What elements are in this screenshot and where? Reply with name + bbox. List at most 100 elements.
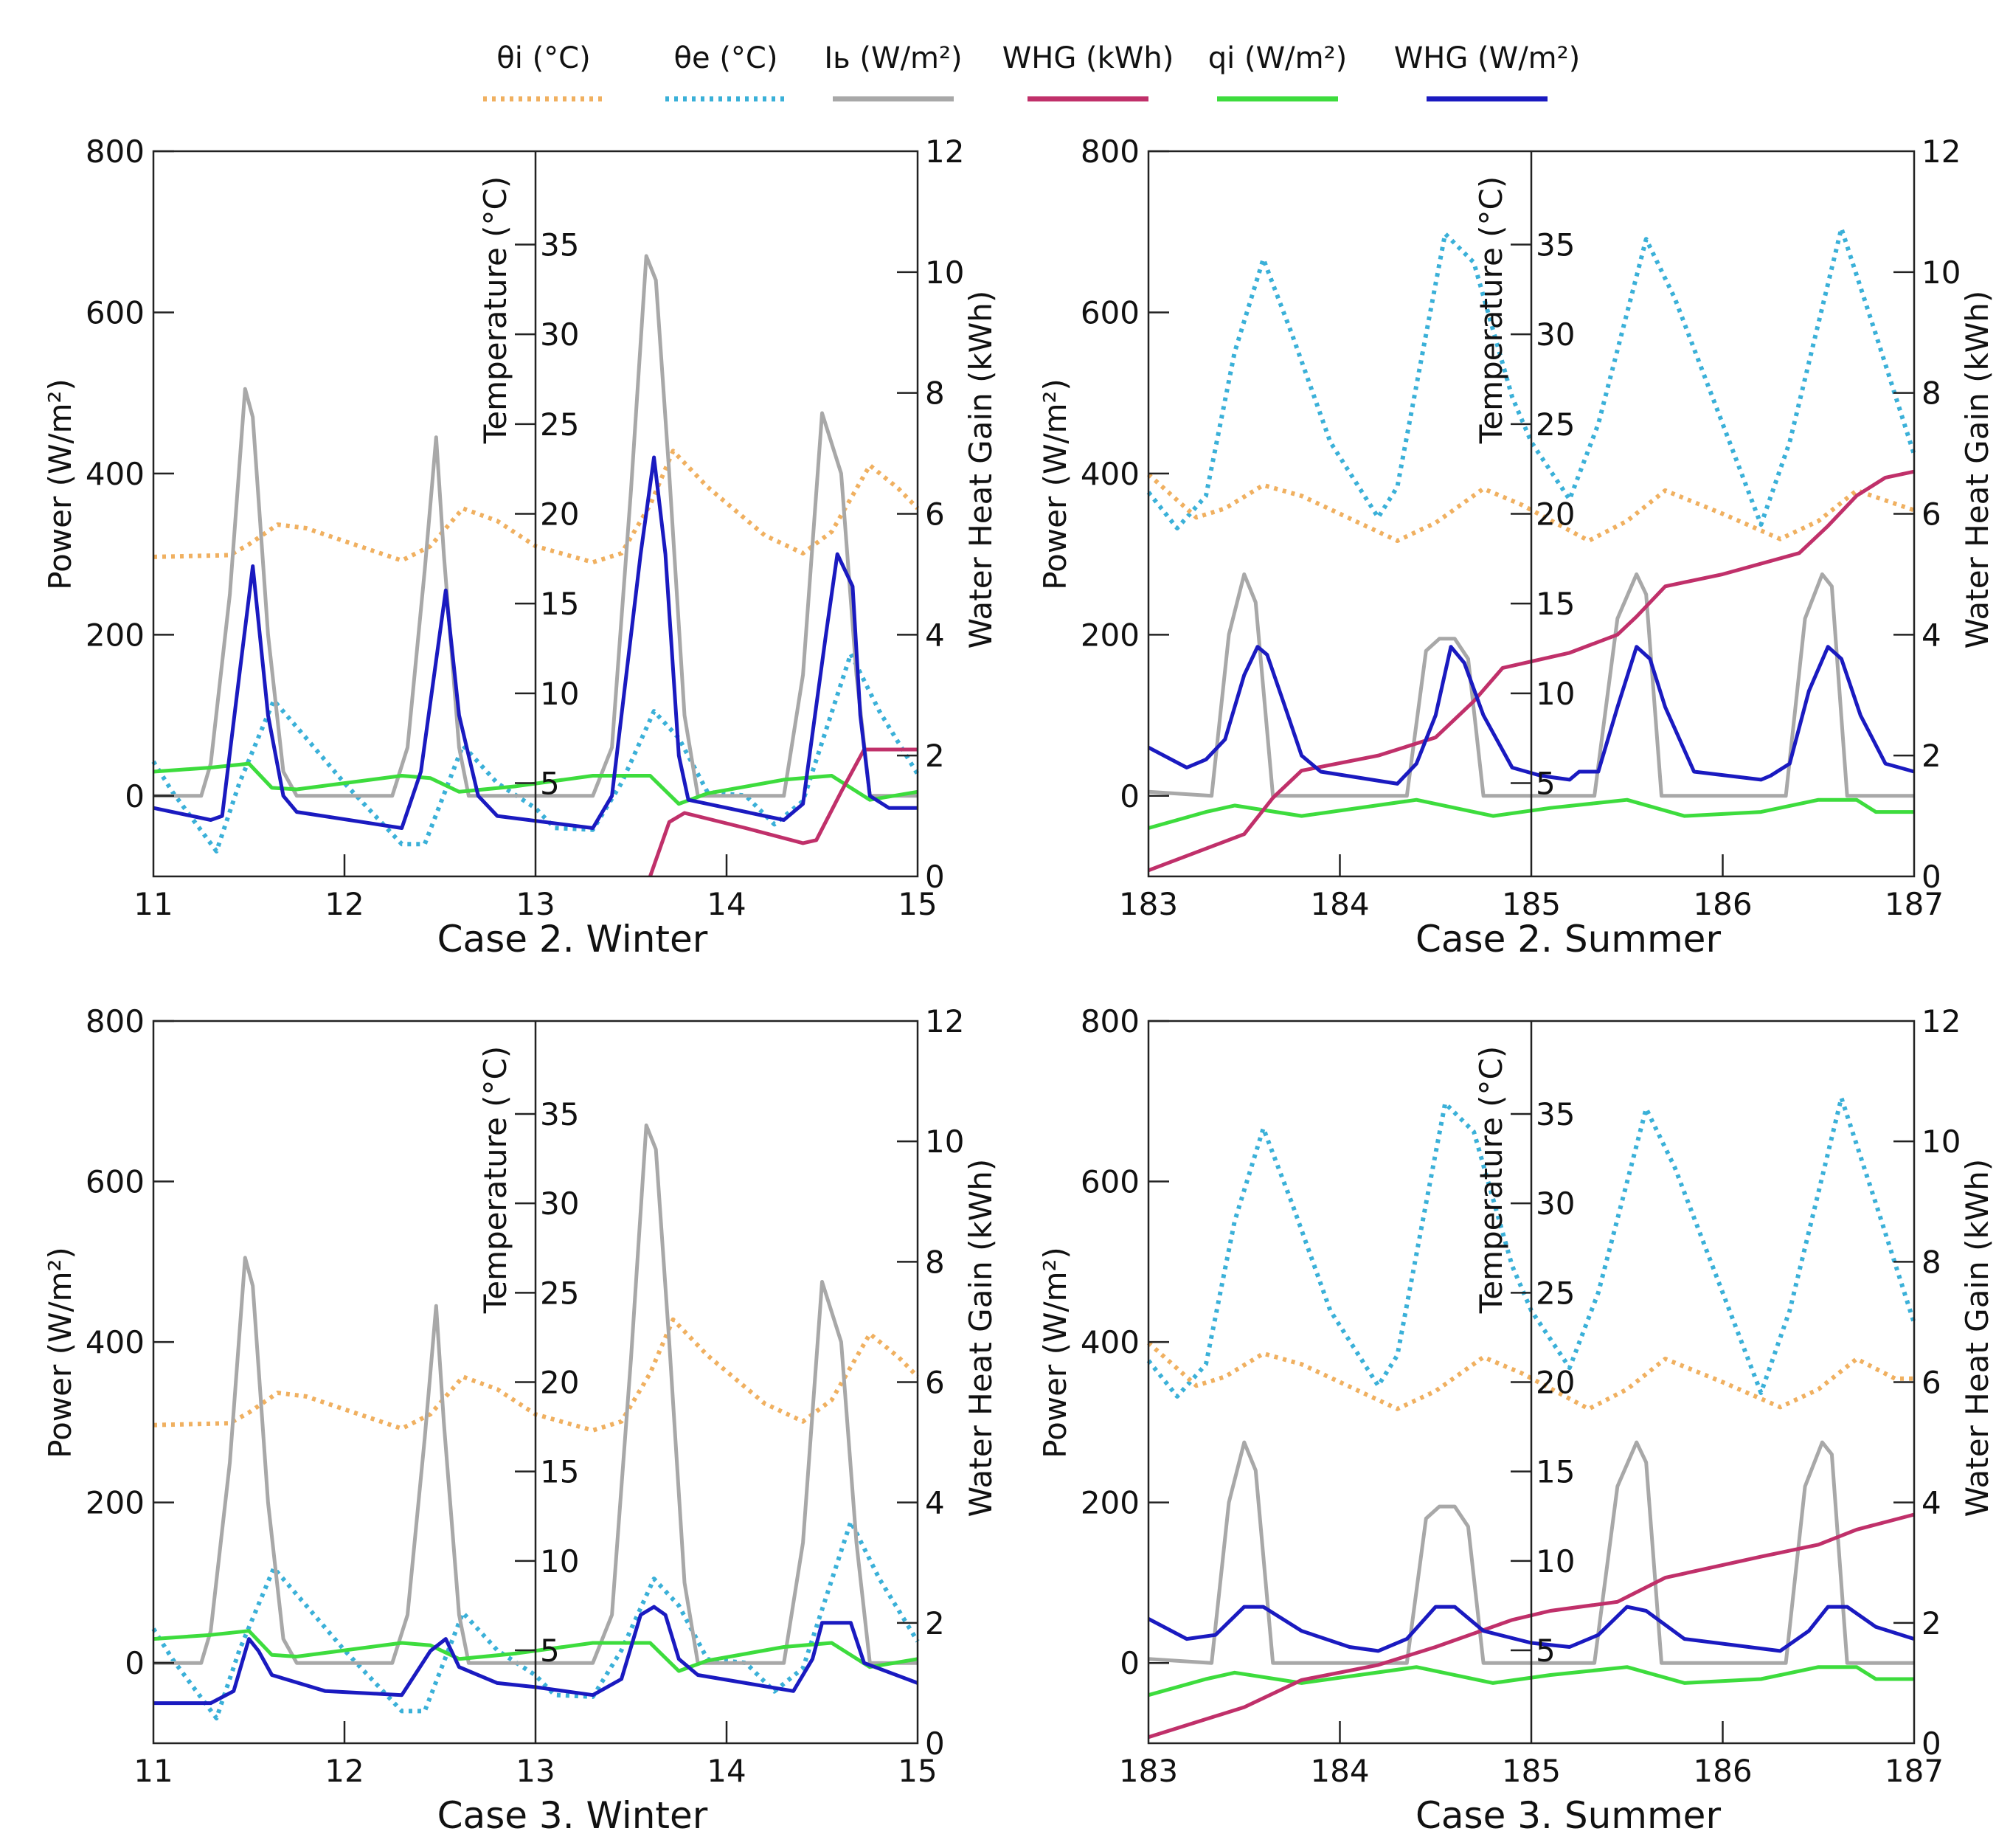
temperature-tick-label: 10 <box>540 1543 579 1579</box>
power-tick-label: 200 <box>86 1485 145 1521</box>
temperature-tick-label: 20 <box>540 496 579 533</box>
kwh-tick-label: 10 <box>1922 1124 1961 1160</box>
temperature-tick-label: 25 <box>1536 1275 1575 1311</box>
temperature-tick-label: 20 <box>1536 1365 1575 1401</box>
temperature-tick-label: 15 <box>540 586 579 622</box>
temperature-tick-label: 30 <box>540 1186 579 1222</box>
kwh-axis-label: Water Heat Gain (kWh) <box>1959 1159 1995 1517</box>
kwh-tick-label: 6 <box>1922 1365 1941 1401</box>
power-tick-label: 400 <box>1081 456 1140 492</box>
temperature-tick-label: 15 <box>1536 586 1575 622</box>
power-tick-label: 400 <box>86 1324 145 1360</box>
series-line-whgk <box>1148 1512 1915 1740</box>
temperature-axis-label: Temperature (°C) <box>477 176 513 445</box>
power-tick-label: 200 <box>86 617 145 653</box>
series-line-whgw <box>1147 645 1915 786</box>
temperature-tick-label: 15 <box>540 1454 579 1490</box>
x-tick-label: 187 <box>1885 1753 1944 1789</box>
x-tick-label: 13 <box>516 886 555 922</box>
power-tick-label: 0 <box>1120 1645 1140 1681</box>
series-line-ti <box>153 449 920 565</box>
power-tick-label: 0 <box>125 1645 145 1681</box>
temperature-axis-label: Temperature (°C) <box>1473 1046 1509 1315</box>
power-tick-label: 800 <box>1081 134 1140 170</box>
series-line-te <box>151 1519 920 1721</box>
x-tick-label: 11 <box>134 886 173 922</box>
power-tick-label: 600 <box>1081 1164 1140 1200</box>
temperature-tick-label: 30 <box>540 316 579 353</box>
legend-label: WHG (W/m²) <box>1394 41 1581 75</box>
kwh-tick-label: 4 <box>1922 1485 1941 1521</box>
kwh-tick-label: 2 <box>1922 1605 1941 1641</box>
temperature-tick-label: 5 <box>540 1633 560 1669</box>
panel-title: Case 2. Winter <box>437 918 708 961</box>
temperature-axis-label: Temperature (°C) <box>477 1046 513 1315</box>
kwh-tick-label: 12 <box>925 1003 964 1039</box>
power-tick-label: 400 <box>1081 1324 1140 1360</box>
temperature-tick-label: 25 <box>540 1275 579 1311</box>
series-line-ib <box>153 1123 918 1665</box>
power-tick-label: 200 <box>1081 1485 1140 1521</box>
legend-item-te: θe (°C) <box>665 41 786 102</box>
temperature-tick-label: 35 <box>540 1096 579 1132</box>
kwh-tick-label: 0 <box>925 1726 945 1762</box>
series-line-qi <box>1148 797 1914 830</box>
temperature-tick-label: 35 <box>1536 1096 1575 1132</box>
series-line-ib <box>1148 572 1914 798</box>
temperature-tick-label: 35 <box>540 227 579 263</box>
x-tick-label: 184 <box>1310 1753 1369 1789</box>
series-line-whgk <box>648 747 918 877</box>
kwh-tick-label: 2 <box>925 1605 945 1641</box>
legend-label: Iь (W/m²) <box>824 41 962 75</box>
temperature-tick-label: 30 <box>1536 1186 1575 1222</box>
kwh-tick-label: 4 <box>1922 617 1941 653</box>
x-tick-label: 186 <box>1693 1753 1752 1789</box>
temperature-tick-label: 15 <box>1536 1454 1575 1490</box>
kwh-tick-label: 10 <box>925 1124 964 1160</box>
kwh-tick-label: 0 <box>925 859 945 895</box>
panel-title: Case 3. Summer <box>1415 1794 1721 1837</box>
temperature-tick-label: 10 <box>1536 1543 1575 1579</box>
kwh-tick-label: 8 <box>925 376 945 412</box>
series-line-ib <box>1148 1440 1914 1665</box>
legend: θi (°C) θe (°C) Iь (W/m²) WHG (kWh) qi (W/m²… <box>483 41 1581 102</box>
kwh-axis-label: Water Heat Gain (kWh) <box>963 291 999 649</box>
kwh-tick-label: 4 <box>925 1485 945 1521</box>
temperature-tick-label: 30 <box>1536 316 1575 353</box>
x-tick-label: 183 <box>1119 1753 1178 1789</box>
x-tick-label: 14 <box>707 1753 746 1789</box>
series-line-ti <box>1146 472 1915 543</box>
x-tick-label: 13 <box>516 1753 555 1789</box>
kwh-tick-label: 12 <box>925 134 964 170</box>
x-tick-label: 12 <box>325 886 364 922</box>
kwh-tick-label: 10 <box>925 255 964 291</box>
chart-panel: 0 200 400 600 800 5 10 15 20 25 30 35 0 2 4 6 8 10 12 183 18… <box>1037 1003 1995 1837</box>
x-tick-label: 183 <box>1119 886 1178 922</box>
temperature-tick-label: 20 <box>1536 496 1575 533</box>
power-tick-label: 600 <box>1081 294 1140 331</box>
kwh-tick-label: 2 <box>925 738 945 774</box>
series-line-ti <box>153 1317 920 1433</box>
temperature-tick-label: 5 <box>540 765 560 801</box>
kwh-tick-label: 12 <box>1922 134 1961 170</box>
power-tick-label: 200 <box>1081 617 1140 653</box>
chart-panel: 0 200 400 600 800 5 10 15 20 25 30 35 0 2 4 6 8 10 12 183 18… <box>1037 134 1995 961</box>
legend-item-ib: Iь (W/m²) <box>824 41 963 102</box>
legend-label: θi (°C) <box>496 41 590 75</box>
power-tick-label: 800 <box>86 1003 145 1039</box>
legend-label: WHG (kWh) <box>1002 41 1174 75</box>
kwh-axis-label: Water Heat Gain (kWh) <box>1959 291 1995 649</box>
legend-item-whgk: WHG (kWh) <box>1002 41 1174 102</box>
legend-item-ti: θi (°C) <box>483 41 604 102</box>
temperature-tick-label: 10 <box>540 676 579 712</box>
power-axis-label: Power (W/m²) <box>1037 1247 1073 1458</box>
temperature-axis-label: Temperature (°C) <box>1473 176 1509 445</box>
kwh-tick-label: 0 <box>1922 859 1941 895</box>
power-tick-label: 600 <box>86 294 145 331</box>
panel-title: Case 3. Winter <box>437 1794 708 1837</box>
power-tick-label: 0 <box>125 778 145 814</box>
temperature-tick-label: 10 <box>1536 676 1575 712</box>
power-tick-label: 400 <box>86 456 145 492</box>
